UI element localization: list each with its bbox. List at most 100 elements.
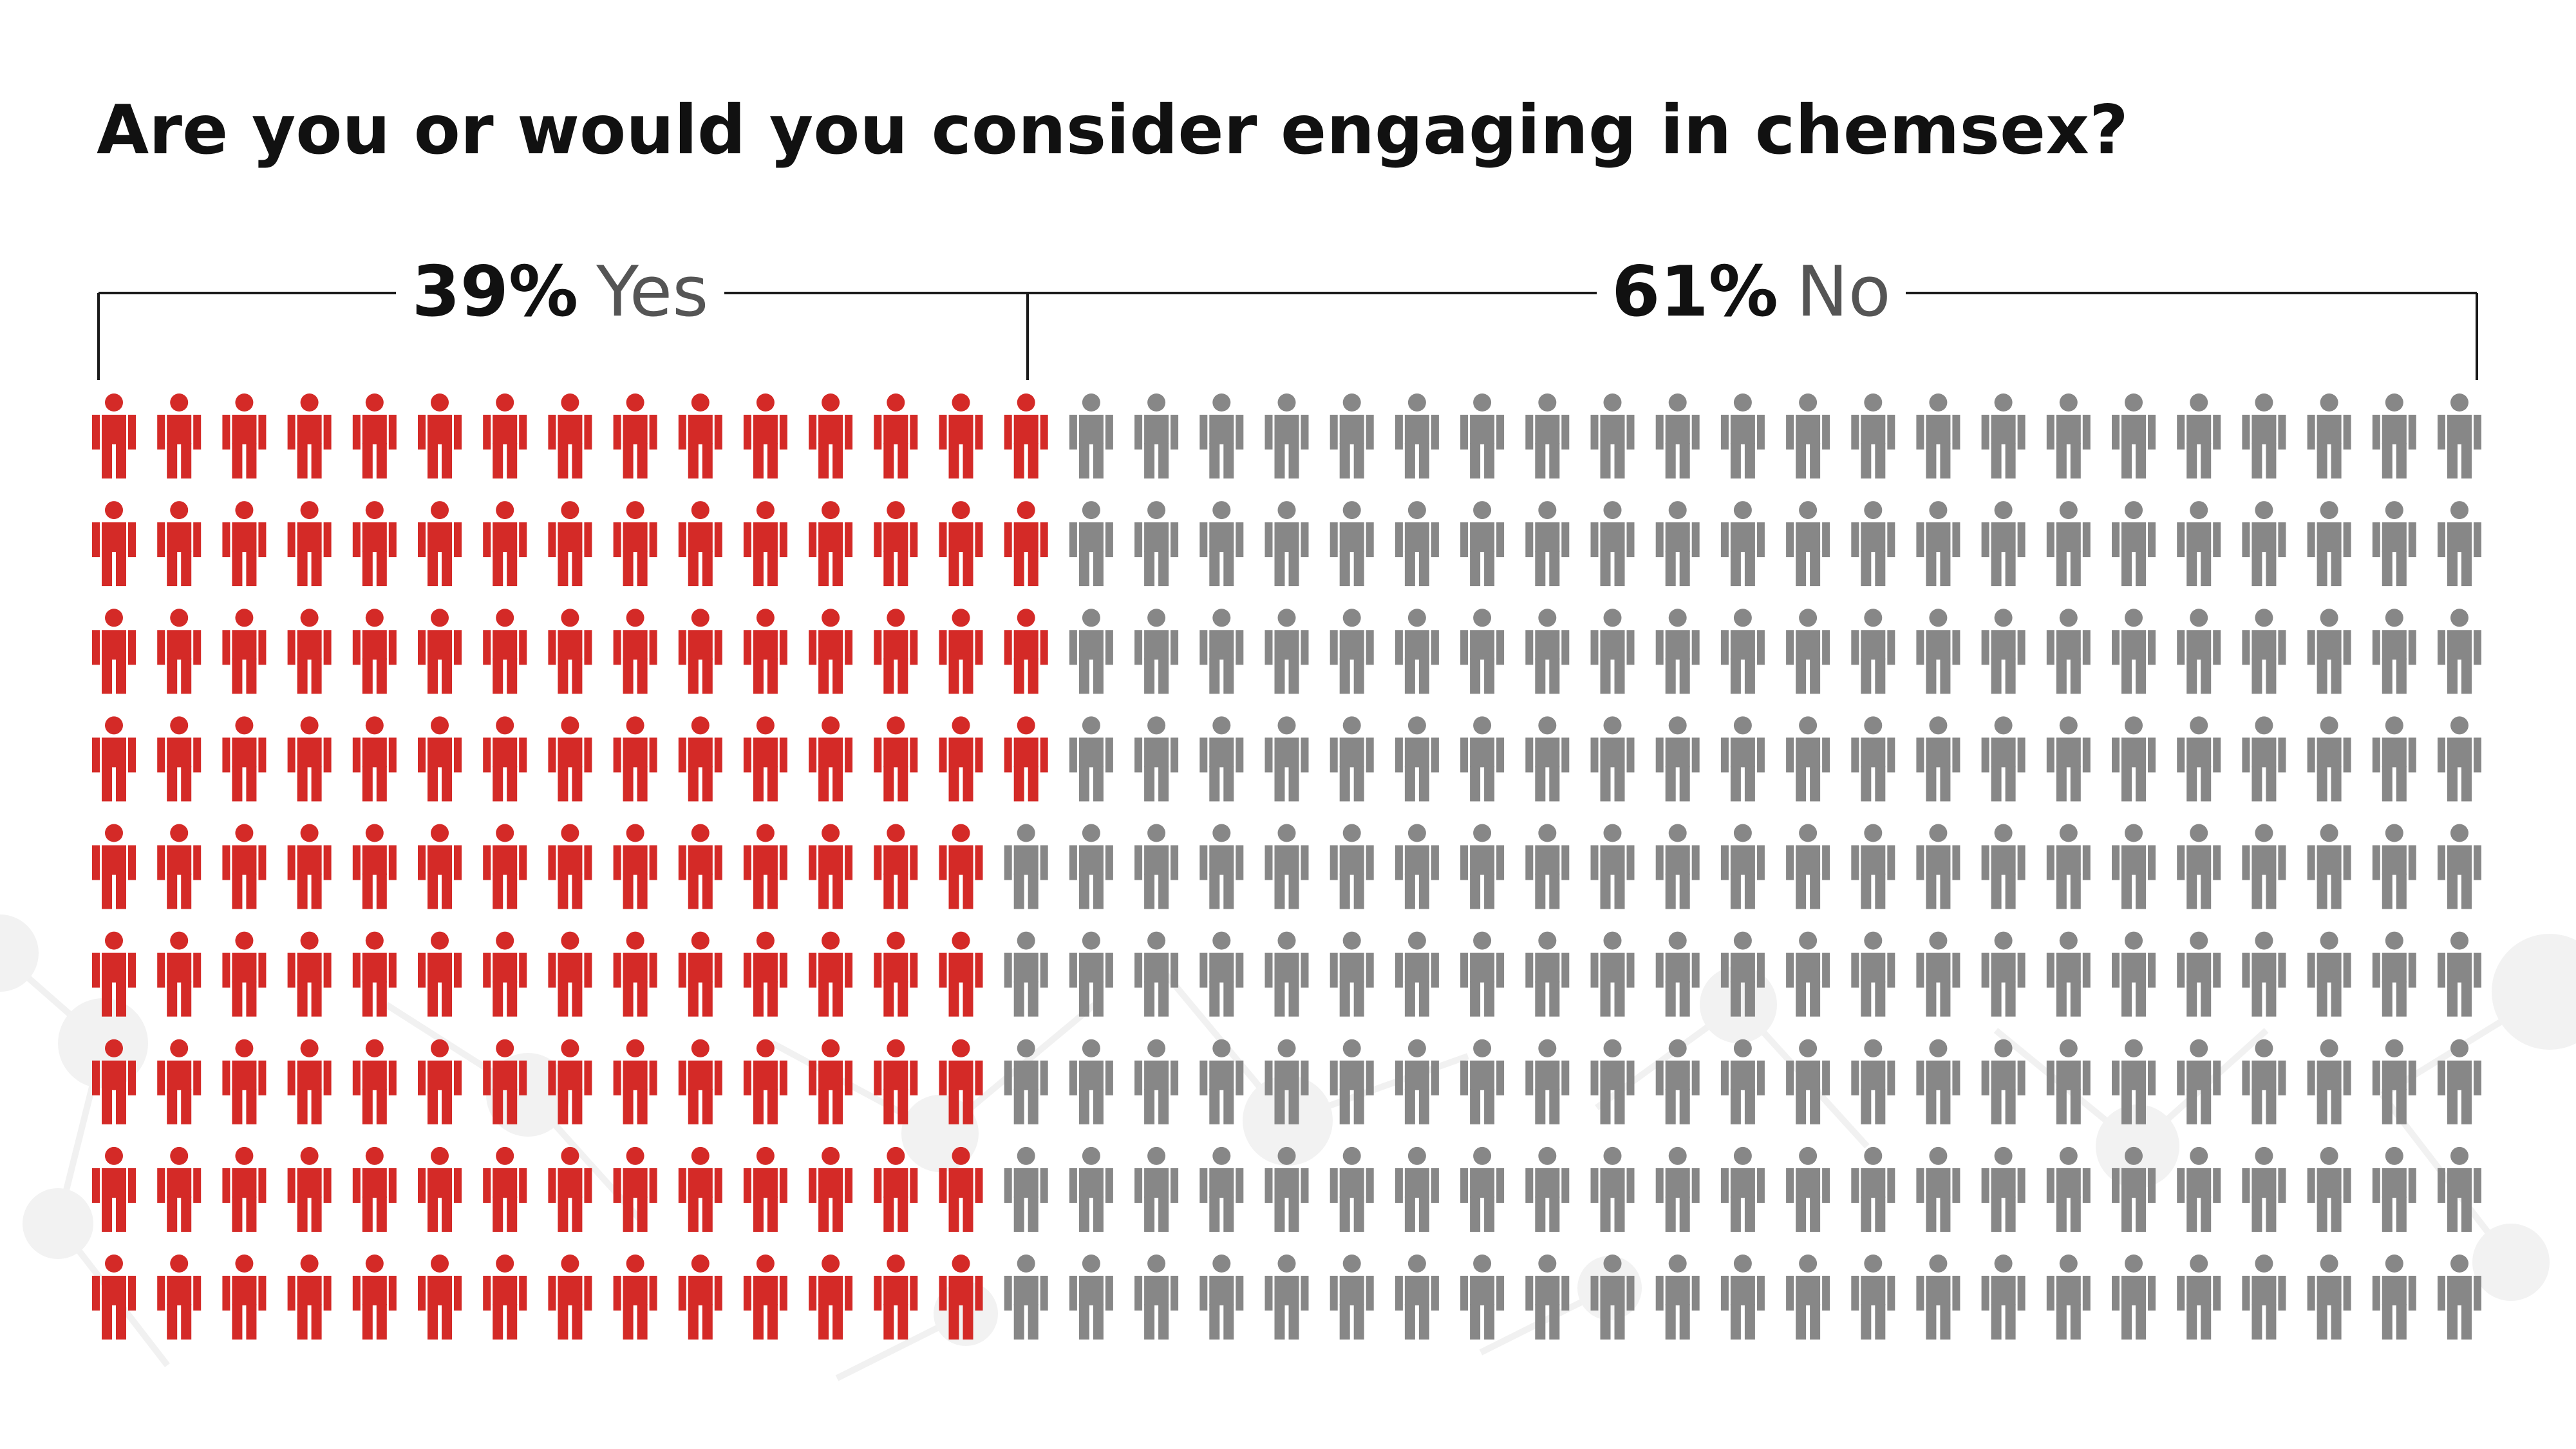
yes-person-icon xyxy=(613,1146,657,1232)
yes-person-icon xyxy=(678,501,722,587)
yes-person-icon xyxy=(483,1039,527,1124)
no-person-icon xyxy=(1330,1039,1374,1124)
no-person-icon xyxy=(1916,1255,1960,1340)
no-person-icon xyxy=(2242,501,2286,587)
no-person-icon xyxy=(1851,1146,1895,1232)
no-person-icon xyxy=(2177,1255,2221,1340)
no-person-icon xyxy=(1069,716,1113,802)
no-person-icon xyxy=(2242,609,2286,694)
yes-person-icon xyxy=(613,824,657,909)
no-person-icon xyxy=(1004,1255,1048,1340)
no-person-icon xyxy=(1004,931,1048,1017)
no-person-icon xyxy=(2046,716,2091,802)
no-person-icon xyxy=(1395,609,1439,694)
no-person-icon xyxy=(1134,931,1179,1017)
no-person-icon xyxy=(1264,716,1309,802)
no-person-icon xyxy=(1916,609,1960,694)
yes-person-icon xyxy=(483,1255,527,1340)
yes-person-icon xyxy=(418,609,462,694)
yes-person-icon xyxy=(548,1255,592,1340)
yes-person-icon xyxy=(678,824,722,909)
yes-person-icon xyxy=(548,609,592,694)
no-person-icon xyxy=(1395,716,1439,802)
no-person-icon xyxy=(1786,1039,1830,1124)
yes-person-icon xyxy=(548,1146,592,1232)
yes-person-icon xyxy=(613,931,657,1017)
no-person-icon xyxy=(1330,931,1374,1017)
no-person-icon xyxy=(2046,824,2091,909)
no-person-icon xyxy=(2112,609,2156,694)
yes-person-icon xyxy=(352,393,397,478)
yes-person-icon xyxy=(939,609,983,694)
no-person-icon xyxy=(1981,716,2026,802)
no-person-icon xyxy=(1590,609,1635,694)
no-person-icon xyxy=(2112,1039,2156,1124)
yes-person-icon xyxy=(548,501,592,587)
no-person-icon xyxy=(2372,824,2416,909)
yes-person-icon xyxy=(418,393,462,478)
no-person-icon xyxy=(2307,501,2351,587)
no-person-icon xyxy=(1395,1039,1439,1124)
no-person-icon xyxy=(1395,1255,1439,1340)
yes-person-icon xyxy=(874,393,918,478)
yes-person-icon xyxy=(939,1146,983,1232)
no-person-icon xyxy=(2242,1255,2286,1340)
yes-person-icon xyxy=(874,1255,918,1340)
no-label: 61% No xyxy=(1612,252,1890,332)
yes-person-icon xyxy=(352,1255,397,1340)
no-person-icon xyxy=(1330,1146,1374,1232)
yes-person-icon xyxy=(874,824,918,909)
yes-person-icon xyxy=(157,501,202,587)
no-person-icon xyxy=(1460,931,1505,1017)
no-person-icon xyxy=(1330,1255,1374,1340)
yes-person-icon xyxy=(157,393,202,478)
no-person-icon xyxy=(1330,501,1374,587)
no-person-icon xyxy=(1330,609,1374,694)
yes-person-icon xyxy=(92,1146,136,1232)
no-person-icon xyxy=(2177,1146,2221,1232)
no-person-icon xyxy=(1786,393,1830,478)
yes-person-icon xyxy=(157,824,202,909)
yes-person-icon xyxy=(222,1146,267,1232)
no-person-icon xyxy=(1199,501,1244,587)
no-person-icon xyxy=(1460,393,1505,478)
no-person-icon xyxy=(1525,1255,1570,1340)
no-person-icon xyxy=(1460,609,1505,694)
no-person-icon xyxy=(1134,609,1179,694)
no-person-icon xyxy=(1786,501,1830,587)
no-person-icon xyxy=(1851,609,1895,694)
yes-person-icon xyxy=(809,609,853,694)
yes-person-icon xyxy=(874,609,918,694)
yes-person-icon xyxy=(222,716,267,802)
yes-person-icon xyxy=(809,1146,853,1232)
yes-person-icon xyxy=(157,1255,202,1340)
yes-person-icon xyxy=(287,1039,332,1124)
no-person-icon xyxy=(1981,393,2026,478)
no-person-icon xyxy=(2112,1255,2156,1340)
no-person-icon xyxy=(2112,501,2156,587)
yes-person-icon xyxy=(92,609,136,694)
no-person-icon xyxy=(2112,824,2156,909)
yes-person-icon xyxy=(92,1039,136,1124)
no-person-icon xyxy=(1134,1255,1179,1340)
no-person-icon xyxy=(2372,609,2416,694)
no-person-icon xyxy=(2242,1039,2286,1124)
no-person-icon xyxy=(1851,1039,1895,1124)
no-person-icon xyxy=(1134,824,1179,909)
no-person-icon xyxy=(1069,1039,1113,1124)
yes-person-icon xyxy=(613,1255,657,1340)
yes-person-icon xyxy=(743,609,787,694)
no-person-icon xyxy=(1199,1146,1244,1232)
no-person-icon xyxy=(2046,501,2091,587)
no-person-icon xyxy=(2177,824,2221,909)
yes-person-icon xyxy=(352,931,397,1017)
yes-person-icon xyxy=(418,501,462,587)
no-person-icon xyxy=(1720,1146,1765,1232)
yes-person-icon xyxy=(287,824,332,909)
no-person-icon xyxy=(1916,931,1960,1017)
no-person-icon xyxy=(2046,931,2091,1017)
no-person-icon xyxy=(2177,393,2221,478)
yes-person-icon xyxy=(222,1255,267,1340)
yes-person-icon xyxy=(1004,609,1048,694)
